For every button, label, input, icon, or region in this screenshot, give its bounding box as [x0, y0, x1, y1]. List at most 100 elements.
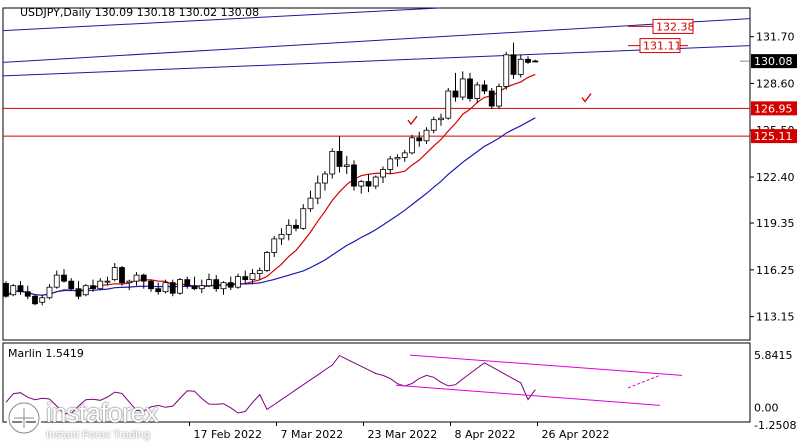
candle-body: [198, 285, 205, 290]
candle-body: [256, 270, 263, 274]
marlin-tick-label: -1.2508: [754, 419, 796, 432]
candle: [329, 148, 336, 179]
price-label: 130.08: [754, 55, 793, 68]
candle-body: [445, 90, 452, 119]
channel-line-lower: [2, 45, 751, 77]
chart-title: USDJPY,Daily 130.09 130.18 130.02 130.08: [20, 6, 259, 19]
candle: [111, 263, 118, 282]
candle-body: [481, 84, 488, 92]
candle-body: [416, 137, 423, 142]
candle-body: [525, 58, 531, 63]
candle-body: [75, 288, 82, 297]
candle-body: [169, 282, 176, 294]
candle-body: [68, 280, 75, 290]
y-tick-label: 122.40: [756, 171, 795, 184]
candle-body: [271, 238, 278, 253]
candle: [75, 281, 82, 300]
candle-body: [285, 224, 292, 235]
y-tick-label: 128.60: [756, 77, 795, 90]
candle-body: [191, 285, 198, 290]
x-tick-label: 8 Apr 2022: [455, 428, 516, 441]
candle-body: [162, 282, 169, 293]
candle: [177, 278, 183, 295]
candle: [517, 54, 524, 78]
candle: [256, 267, 263, 280]
candle-body: [459, 78, 466, 98]
candle: [3, 281, 9, 298]
candle: [416, 131, 423, 147]
candle: [97, 278, 104, 291]
candle: [423, 127, 430, 144]
x-tick-label: 23 Mar 2022: [368, 428, 438, 441]
candle: [488, 87, 495, 110]
candle-body: [503, 54, 510, 87]
candle: [61, 269, 67, 283]
candle-body: [401, 152, 408, 158]
candle: [474, 81, 481, 104]
candle-body: [314, 182, 321, 199]
candle: [387, 155, 394, 174]
x-tick-label: 26 Apr 2022: [542, 428, 610, 441]
candle: [32, 294, 38, 306]
candle: [46, 284, 53, 300]
candle-body: [394, 156, 401, 160]
candle: [438, 113, 444, 126]
level-tag: [639, 38, 681, 54]
logo-name: instaforex: [46, 398, 159, 428]
candle: [293, 219, 299, 232]
candle: [285, 219, 292, 241]
candle-body: [140, 274, 147, 282]
candle-body: [242, 276, 249, 281]
candle: [481, 80, 488, 95]
candle: [532, 59, 539, 63]
candle: [17, 281, 24, 295]
candle: [445, 87, 452, 120]
candle-body: [119, 267, 125, 284]
candle-body: [227, 282, 234, 288]
candle-body: [264, 252, 270, 271]
candle-body: [10, 285, 17, 296]
candle-body: [97, 280, 104, 290]
candle-body: [24, 291, 31, 297]
candle: [264, 250, 270, 273]
marlin-projection: [627, 374, 661, 389]
candle-body: [336, 150, 343, 167]
marlin-tick-label: 5.8415: [754, 349, 793, 362]
candle-body: [133, 274, 140, 282]
candle-body: [111, 267, 118, 281]
candle: [307, 190, 314, 212]
candle: [249, 269, 256, 285]
candle-body: [409, 137, 415, 154]
candle-body: [61, 274, 67, 282]
candle-body: [510, 54, 517, 75]
candle: [351, 160, 357, 191]
level-tag: [652, 18, 694, 34]
candle: [227, 276, 234, 291]
candle-body: [322, 173, 328, 184]
price-tag: [751, 54, 797, 69]
candle-body: [206, 279, 212, 287]
check-mark: [581, 93, 592, 103]
candle: [198, 279, 205, 294]
marlin-line: [5, 354, 536, 415]
level-label: 126.95: [754, 102, 793, 115]
channel-line-upper: [2, 7, 441, 32]
candle: [119, 266, 125, 286]
candle-body: [452, 90, 459, 98]
candle-body: [365, 181, 372, 187]
candle-body: [387, 158, 394, 170]
candle: [242, 270, 249, 285]
logo-tagline: Instant Forex Trading: [46, 429, 150, 441]
marlin-channel-lower: [395, 384, 661, 406]
instaforex-logo-icon: [6, 400, 42, 436]
marlin-panel: 5.8415 0.00 -1.2508: [2, 342, 796, 432]
candle: [133, 272, 140, 286]
candle-body: [148, 280, 154, 290]
candle-body: [496, 86, 502, 107]
y-tick-label: 119.35: [756, 217, 795, 230]
candle: [467, 72, 473, 102]
candle-body: [430, 119, 437, 131]
candle: [409, 134, 415, 155]
candle-body: [517, 58, 524, 75]
